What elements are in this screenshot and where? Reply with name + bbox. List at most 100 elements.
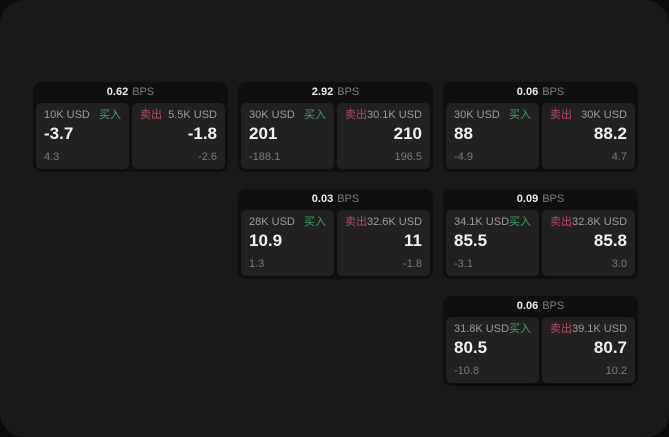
buy-delta: -188.1 [249,151,281,163]
quote-card: 0.03 BPS 28K USD 买入 10.9 1.3 卖出 32.6K US… [238,189,433,279]
sell-side-label: 卖出 [345,216,367,228]
buy-side-label: 买入 [509,323,532,335]
buy-delta: 4.3 [44,151,60,163]
sell-delta: 196.5 [394,151,422,163]
quote-card: 0.06 BPS 31.8K USD 买入 80.5 -10.8 卖出 39.1… [443,296,638,386]
quote-card-grid: 0.62 BPS 10K USD 买入 -3.7 4.3 卖出 5.5K USD… [33,82,638,386]
buy-price: 10.9 [249,231,283,250]
bps-unit-label: BPS [542,300,565,312]
sell-cell-header: 卖出 5.5K USD [140,110,217,121]
bps-unit-label: BPS [337,193,360,205]
sell-cell[interactable]: 卖出 30.1K USD 210 196.5 [337,103,430,169]
bps-unit-label: BPS [542,193,565,205]
buy-cell-header: 31.8K USD 买入 [454,324,531,335]
sell-delta: 10.2 [605,365,627,377]
card-header: 0.62 BPS [33,82,228,103]
quote-card: 0.62 BPS 10K USD 买入 -3.7 4.3 卖出 5.5K USD… [33,82,228,172]
sell-delta: 4.7 [611,151,627,163]
sell-delta: 3.0 [611,258,627,270]
buy-amount-label: 34.1K USD [454,216,510,228]
buy-cell-header: 28K USD 买入 [249,217,326,228]
buy-side-label: 买入 [304,109,326,121]
buy-side-label: 买入 [509,216,532,228]
buy-cell[interactable]: 28K USD 买入 10.9 1.3 [241,210,334,276]
buy-delta: -10.8 [454,365,480,377]
sell-cell-header: 卖出 30.1K USD [345,110,422,121]
buy-cell[interactable]: 34.1K USD 买入 85.5 -3.1 [446,210,539,276]
card-header: 0.09 BPS [443,189,638,210]
sell-cell-header: 卖出 39.1K USD [550,324,627,335]
buy-cell-header: 10K USD 买入 [44,110,121,121]
buy-amount-label: 30K USD [249,109,295,121]
buy-price: 80.5 [454,338,488,357]
buy-cell[interactable]: 30K USD 买入 201 -188.1 [241,103,334,169]
sell-cell-header: 卖出 32.6K USD [345,217,422,228]
sell-cell[interactable]: 卖出 32.8K USD 85.8 3.0 [542,210,635,276]
sell-amount-label: 32.6K USD [366,216,423,228]
sell-price: 80.7 [593,338,627,357]
buy-cell[interactable]: 31.8K USD 买入 80.5 -10.8 [446,317,539,383]
card-header: 0.06 BPS [443,296,638,317]
buy-cell-header: 34.1K USD 买入 [454,217,531,228]
bps-value: 2.92 [311,86,334,98]
bps-unit-label: BPS [132,86,155,98]
buy-amount-label: 31.8K USD [454,323,510,335]
buy-price: 85.5 [454,231,488,250]
sell-amount-label: 32.8K USD [571,216,628,228]
sell-amount-label: 30.1K USD [366,109,423,121]
card-header: 2.92 BPS [238,82,433,103]
sell-cell-header: 卖出 32.8K USD [550,217,627,228]
bps-value: 0.06 [516,300,539,312]
bps-unit-label: BPS [337,86,360,98]
sell-amount-label: 5.5K USD [168,109,217,121]
buy-cell[interactable]: 10K USD 买入 -3.7 4.3 [36,103,129,169]
sell-price: 11 [404,231,422,250]
buy-price: 201 [249,124,278,143]
sell-side-label: 卖出 [345,109,367,121]
sell-delta: -1.8 [403,258,422,270]
buy-side-label: 买入 [509,109,531,121]
sell-side-label: 卖出 [140,109,162,121]
quote-card: 0.06 BPS 30K USD 买入 88 -4.9 卖出 30K USD 8… [443,82,638,172]
buy-delta: 1.3 [249,258,265,270]
sell-price: 85.8 [593,231,627,250]
sell-side-label: 卖出 [550,323,572,335]
card-body: 28K USD 买入 10.9 1.3 卖出 32.6K USD 11 -1.8 [238,210,433,279]
sell-cell[interactable]: 卖出 39.1K USD 80.7 10.2 [542,317,635,383]
buy-side-label: 买入 [99,109,121,121]
bps-value: 0.03 [311,193,334,205]
bps-unit-label: BPS [542,86,565,98]
sell-cell-header: 卖出 30K USD [550,110,627,121]
sell-side-label: 卖出 [550,109,572,121]
bps-value: 0.06 [516,86,539,98]
sell-side-label: 卖出 [550,216,572,228]
card-body: 31.8K USD 买入 80.5 -10.8 卖出 39.1K USD 80.… [443,317,638,386]
sell-price: 210 [393,124,422,143]
buy-delta: -4.9 [454,151,473,163]
buy-amount-label: 28K USD [249,216,295,228]
sell-cell[interactable]: 卖出 5.5K USD -1.8 -2.6 [132,103,225,169]
sell-delta: -2.6 [198,151,217,163]
card-body: 30K USD 买入 201 -188.1 卖出 30.1K USD 210 1… [238,103,433,172]
buy-amount-label: 30K USD [454,109,500,121]
buy-delta: -3.1 [454,258,473,270]
card-header: 0.03 BPS [238,189,433,210]
card-header: 0.06 BPS [443,82,638,103]
bps-value: 0.62 [106,86,129,98]
buy-price: 88 [454,124,473,143]
buy-amount-label: 10K USD [44,109,90,121]
bps-value: 0.09 [516,193,539,205]
buy-cell[interactable]: 30K USD 买入 88 -4.9 [446,103,539,169]
sell-price: 88.2 [593,124,627,143]
buy-price: -3.7 [44,124,74,143]
quote-card: 0.09 BPS 34.1K USD 买入 85.5 -3.1 卖出 32.8K… [443,189,638,279]
sell-cell[interactable]: 卖出 32.6K USD 11 -1.8 [337,210,430,276]
buy-side-label: 买入 [304,216,326,228]
sell-price: -1.8 [187,124,217,143]
sell-cell[interactable]: 卖出 30K USD 88.2 4.7 [542,103,635,169]
quote-card: 2.92 BPS 30K USD 买入 201 -188.1 卖出 30.1K … [238,82,433,172]
buy-cell-header: 30K USD 买入 [249,110,326,121]
buy-cell-header: 30K USD 买入 [454,110,531,121]
